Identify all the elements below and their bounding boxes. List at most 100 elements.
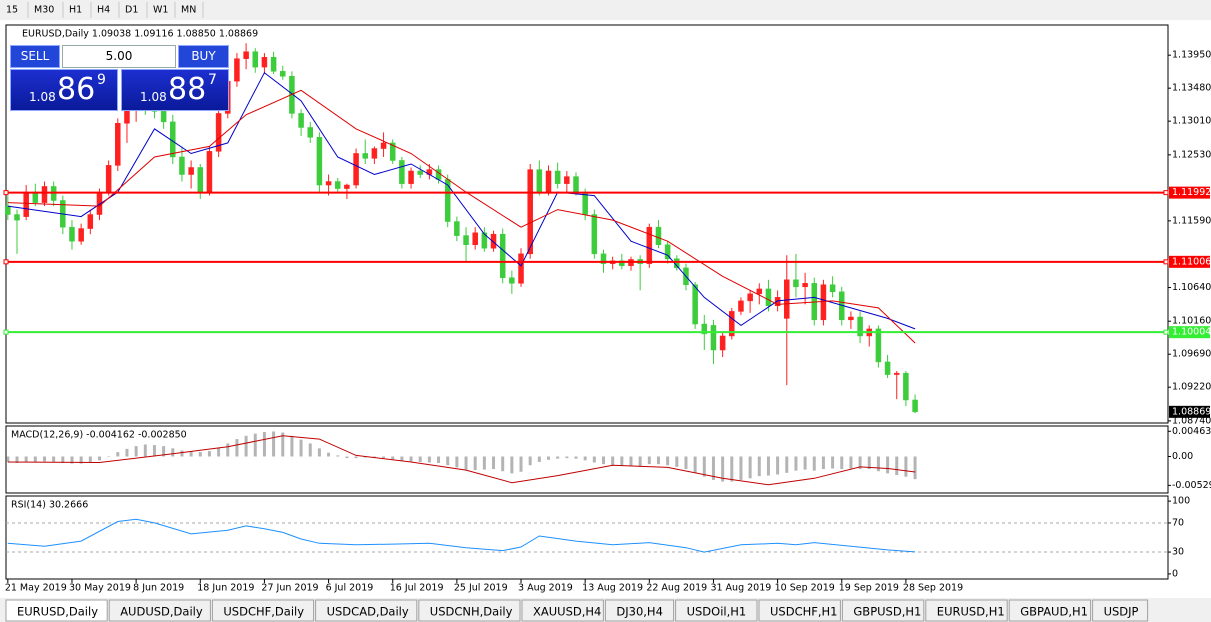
symbol-tab-label[interactable]: USDCNH,Daily xyxy=(430,605,513,619)
lot-size[interactable]: 5.00 xyxy=(62,45,176,68)
histogram-bar xyxy=(492,456,496,470)
candle-body xyxy=(600,253,607,264)
candle-body xyxy=(820,284,827,321)
histogram-bar xyxy=(638,456,642,467)
symbol-tab-label[interactable]: AUDUSD,Daily xyxy=(120,605,203,619)
moving-average xyxy=(7,71,916,330)
histogram-bar xyxy=(400,456,404,461)
symbol-tab-label[interactable]: USDCHF,Daily xyxy=(223,605,304,619)
histogram-bar xyxy=(70,456,74,464)
timeframe-button[interactable]: 15 xyxy=(6,5,18,16)
timeframe-button[interactable]: H1 xyxy=(69,5,82,16)
histogram-bar xyxy=(171,448,175,457)
x-tick-label: 25 Jul 2019 xyxy=(454,583,508,594)
x-tick-label: 22 Aug 2019 xyxy=(646,583,707,594)
symbol-tab[interactable] xyxy=(418,599,521,622)
histogram-bar xyxy=(794,456,798,471)
histogram-bar xyxy=(409,456,413,462)
candle-body xyxy=(536,169,543,193)
symbol-tab-label[interactable]: XAUUSD,H4 xyxy=(533,605,601,619)
candle-body xyxy=(738,300,744,312)
timeframe-button[interactable]: M30 xyxy=(34,5,54,16)
candle-body xyxy=(197,167,204,193)
symbol-tab[interactable] xyxy=(604,599,675,622)
x-tick-label: 31 Aug 2019 xyxy=(710,583,771,594)
moving-average xyxy=(7,89,916,344)
candle-body xyxy=(344,184,350,189)
x-tick-label: 19 Sep 2019 xyxy=(839,583,899,594)
symbol-tab[interactable] xyxy=(521,599,604,622)
histogram-bar xyxy=(79,456,83,464)
histogram-bar xyxy=(766,456,770,476)
candle-body xyxy=(454,221,460,236)
one-click-trading: SELL 5.00 BUY 1.08 86 9 1.08 88 7 xyxy=(10,45,229,111)
y-tick-label: 1.13950 xyxy=(1172,50,1211,61)
level-price-label: 1.11992 xyxy=(1172,187,1211,198)
candle-body xyxy=(280,71,286,77)
signal-line xyxy=(7,435,916,486)
histogram-bar xyxy=(427,456,431,463)
symbol-tab[interactable] xyxy=(108,599,211,622)
symbol-tab[interactable] xyxy=(211,599,315,622)
symbol-tab-label[interactable]: USDOil,H1 xyxy=(687,605,747,619)
candle-body xyxy=(243,51,249,59)
histogram-bar xyxy=(748,456,752,479)
candle-body xyxy=(463,235,469,245)
level-price-box xyxy=(1169,186,1210,199)
symbol-tab-label[interactable]: EURUSD,H1 xyxy=(937,605,1005,619)
symbol-tab[interactable] xyxy=(925,599,1008,622)
candle-body xyxy=(215,113,222,152)
histogram-bar xyxy=(831,456,835,469)
symbol-tab-label[interactable]: GBPUSD,H1 xyxy=(853,605,921,619)
symbol-tab-label[interactable]: USDJP xyxy=(1104,605,1139,619)
histogram-bar xyxy=(262,431,266,457)
candle-body xyxy=(69,226,75,242)
histogram-bar xyxy=(354,456,358,459)
symbol-tab[interactable] xyxy=(1008,599,1092,622)
bid-prefix: 1.08 xyxy=(29,90,56,104)
timeframe-button[interactable]: W1 xyxy=(153,5,168,16)
symbol-tab[interactable] xyxy=(315,599,418,622)
level-price-label: 1.10004 xyxy=(1172,327,1211,338)
candle-body xyxy=(353,153,359,186)
y-tick-label: 1.08740 xyxy=(1172,415,1211,426)
symbol-tab-label[interactable]: USDCHF,H1 xyxy=(770,605,837,619)
ask-price[interactable]: 1.08 88 7 xyxy=(121,69,229,111)
current-price-label: 1.08869 xyxy=(1172,406,1211,417)
symbol-tab[interactable] xyxy=(758,599,841,622)
timeframe-button[interactable]: H4 xyxy=(97,5,110,16)
symbol-tab-label[interactable]: DJ30,H4 xyxy=(616,605,663,619)
panel-title: EURUSD,Daily 1.09038 1.09116 1.08850 1.0… xyxy=(22,29,258,40)
bid-small: 9 xyxy=(97,72,106,88)
histogram-bar xyxy=(812,456,816,471)
candle-body xyxy=(591,214,598,255)
timeframe-button[interactable]: D1 xyxy=(125,5,138,16)
level-anchor xyxy=(3,329,9,335)
candle-body xyxy=(646,226,653,264)
symbol-tab[interactable] xyxy=(675,599,758,622)
histogram-bar xyxy=(198,452,202,457)
symbol-tab-label[interactable]: EURUSD,Daily xyxy=(17,605,98,619)
bid-price[interactable]: 1.08 86 9 xyxy=(10,69,118,111)
histogram-bar xyxy=(849,456,853,469)
histogram-bar xyxy=(437,456,441,464)
histogram-bar xyxy=(895,456,899,476)
x-tick-label: 3 Aug 2019 xyxy=(518,583,573,594)
y-tick-label: 1.09220 xyxy=(1172,382,1211,393)
timeframe-button[interactable]: MN xyxy=(181,5,196,16)
histogram-bar xyxy=(482,456,486,470)
candle-body xyxy=(179,156,185,175)
buy-button[interactable]: BUY xyxy=(178,45,229,68)
panel-title: MACD(12,26,9) -0.004162 -0.002850 xyxy=(11,430,187,441)
histogram-bar xyxy=(107,456,111,458)
symbol-tab-label[interactable]: GBPAUD,H1 xyxy=(1020,605,1088,619)
symbol-tab[interactable] xyxy=(1092,599,1149,622)
symbol-tab[interactable] xyxy=(841,599,925,622)
symbol-tab[interactable] xyxy=(5,599,108,622)
histogram-bar xyxy=(189,451,193,457)
candle-body xyxy=(747,293,753,302)
symbol-tab-label[interactable]: USDCAD,Daily xyxy=(327,605,409,619)
candle-body xyxy=(774,297,781,307)
sell-button[interactable]: SELL xyxy=(10,45,60,68)
